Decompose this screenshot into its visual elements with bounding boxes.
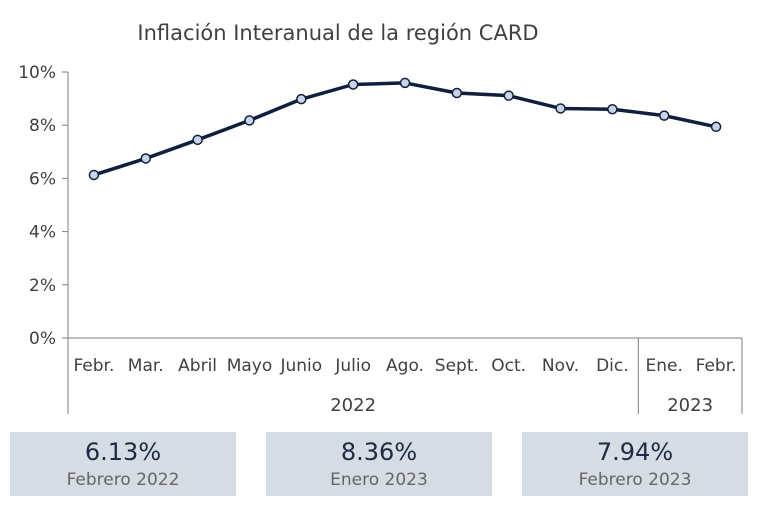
card-label: Enero 2023	[330, 470, 428, 490]
x-tick-label: Dic.	[596, 356, 629, 376]
summary-card-jan-2023: 8.36% Enero 2023	[266, 432, 492, 496]
x-group-label: 2022	[330, 395, 376, 416]
data-point	[88, 169, 100, 181]
series-line	[93, 81, 717, 177]
y-tick-label: 6%	[29, 169, 56, 189]
card-value: 7.94%	[596, 438, 674, 466]
data-point	[503, 90, 514, 101]
card-label: Febrero 2023	[578, 470, 692, 490]
data-point	[607, 103, 618, 115]
x-axis: Febr. Mar. Abril Mayo Junio Julio Ago. Sept. Oct…	[67, 337, 743, 416]
chart: Inflación Interanual de la región CARD 0…	[18, 21, 743, 416]
x-tick-label: Sept.	[435, 356, 479, 376]
series-inflation	[88, 77, 722, 181]
data-point	[658, 110, 670, 121]
data-point	[451, 87, 463, 99]
summary-card-feb-2023: 7.94% Febrero 2023	[522, 432, 748, 496]
y-tick-label: 0%	[29, 329, 56, 349]
x-tick-label: Ago.	[386, 356, 424, 376]
data-point	[710, 121, 722, 133]
summary-card-feb-2022: 6.13% Febrero 2022	[10, 432, 236, 496]
data-point	[399, 77, 411, 89]
data-point	[296, 93, 307, 105]
data-point	[347, 79, 359, 90]
x-tick-label: Febr.	[696, 356, 737, 376]
x-tick-label: Mayo	[227, 356, 273, 376]
x-tick-label: Abril	[178, 356, 217, 376]
data-point	[244, 115, 255, 126]
x-tick-label: Mar.	[128, 356, 164, 376]
y-tick-label: 10%	[18, 63, 56, 83]
x-group-label: 2023	[667, 395, 713, 416]
data-point	[555, 103, 566, 114]
x-tick-label: Febr.	[73, 356, 114, 376]
x-tick-label: Ene.	[646, 356, 683, 376]
x-tick-label: Nov.	[542, 356, 579, 376]
y-tick-label: 4%	[29, 223, 56, 243]
chart-title: Inflación Interanual de la región CARD	[137, 21, 538, 45]
card-label: Febrero 2022	[66, 470, 180, 490]
card-value: 8.36%	[340, 438, 418, 466]
x-tick-label: Junio	[279, 356, 322, 376]
summary-cards: 6.13% Febrero 2022 8.36% Enero 2023 7.94…	[10, 432, 748, 496]
y-tick-label: 8%	[29, 116, 56, 136]
data-point	[192, 134, 203, 146]
data-point	[140, 153, 152, 164]
y-axis: 0% 2% 4% 6% 8% 10%	[18, 63, 69, 349]
card-value: 6.13%	[84, 438, 162, 466]
y-tick-label: 2%	[29, 276, 56, 296]
x-tick-label: Julio	[334, 356, 371, 376]
x-tick-label: Oct.	[491, 356, 526, 376]
